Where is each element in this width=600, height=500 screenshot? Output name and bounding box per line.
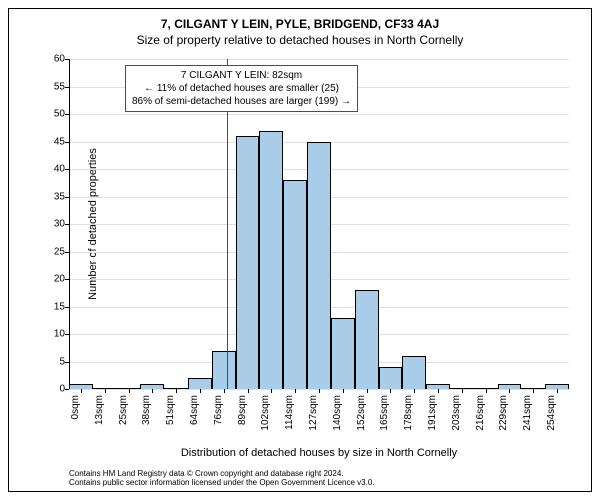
histogram-bar bbox=[402, 356, 426, 389]
xtick-mark bbox=[462, 389, 463, 393]
xtick-label: 13sqm bbox=[94, 395, 105, 425]
xtick-label: 203sqm bbox=[451, 395, 462, 431]
annotation-line: 86% of semi-detached houses are larger (… bbox=[132, 95, 351, 108]
footer-attribution: Contains HM Land Registry data © Crown c… bbox=[69, 469, 571, 487]
xtick-label: 89sqm bbox=[237, 395, 248, 425]
xtick-mark bbox=[224, 389, 225, 393]
xtick-mark bbox=[343, 389, 344, 393]
annotation-line: ← 11% of detached houses are smaller (25… bbox=[132, 82, 351, 95]
footer-line-2: Contains public sector information licen… bbox=[69, 478, 571, 487]
ytick-label: 25 bbox=[54, 246, 65, 257]
xtick-mark bbox=[557, 389, 558, 393]
xtick-label: 38sqm bbox=[141, 395, 152, 425]
ytick-label: 20 bbox=[54, 274, 65, 285]
xtick-label: 102sqm bbox=[260, 395, 271, 431]
xtick-mark bbox=[176, 389, 177, 393]
xtick-mark bbox=[81, 389, 82, 393]
xtick-label: 0sqm bbox=[70, 395, 81, 419]
xtick-mark bbox=[295, 389, 296, 393]
chart-title-address: 7, CILGANT Y LEIN, PYLE, BRIDGEND, CF33 … bbox=[9, 17, 591, 31]
xtick-mark bbox=[271, 389, 272, 393]
ytick-label: 50 bbox=[54, 109, 65, 120]
ytick-label: 35 bbox=[54, 191, 65, 202]
annotation-box: 7 CILGANT Y LEIN: 82sqm← 11% of detached… bbox=[125, 65, 358, 112]
xtick-label: 114sqm bbox=[284, 395, 295, 430]
xtick-label: 127sqm bbox=[308, 395, 319, 431]
xtick-mark bbox=[438, 389, 439, 393]
xtick-label: 25sqm bbox=[118, 395, 129, 425]
ytick-label: 55 bbox=[54, 81, 65, 92]
xtick-label: 229sqm bbox=[498, 395, 509, 431]
xtick-label: 191sqm bbox=[427, 395, 438, 431]
histogram-bar bbox=[379, 367, 403, 389]
gridline bbox=[69, 114, 569, 115]
xtick-label: 241sqm bbox=[522, 395, 533, 431]
histogram-bar bbox=[188, 378, 212, 389]
xtick-mark bbox=[486, 389, 487, 393]
ytick-mark bbox=[65, 389, 69, 390]
ytick-label: 10 bbox=[54, 329, 65, 340]
xtick-label: 64sqm bbox=[189, 395, 200, 425]
xtick-mark bbox=[319, 389, 320, 393]
gridline bbox=[69, 59, 569, 60]
xtick-label: 51sqm bbox=[165, 395, 176, 425]
histogram-bar bbox=[259, 131, 283, 390]
xtick-label: 140sqm bbox=[332, 395, 343, 431]
ytick-label: 30 bbox=[54, 219, 65, 230]
xtick-label: 165sqm bbox=[379, 395, 390, 431]
histogram-bar bbox=[307, 142, 331, 390]
xtick-mark bbox=[367, 389, 368, 393]
xtick-label: 178sqm bbox=[403, 395, 414, 431]
y-axis-line bbox=[69, 59, 70, 389]
xtick-mark bbox=[533, 389, 534, 393]
xtick-label: 216sqm bbox=[475, 395, 486, 431]
histogram-bar bbox=[212, 351, 236, 390]
histogram-bar bbox=[355, 290, 379, 389]
x-axis-label: Distribution of detached houses by size … bbox=[69, 447, 569, 459]
xtick-label: 76sqm bbox=[213, 395, 224, 425]
xtick-mark bbox=[200, 389, 201, 393]
chart-frame: 7, CILGANT Y LEIN, PYLE, BRIDGEND, CF33 … bbox=[8, 8, 592, 492]
xtick-label: 254sqm bbox=[546, 395, 557, 431]
plot-area: 0510152025303540455055600sqm13sqm25sqm38… bbox=[69, 59, 569, 389]
xtick-mark bbox=[509, 389, 510, 393]
xtick-mark bbox=[129, 389, 130, 393]
chart-title-subtitle: Size of property relative to detached ho… bbox=[9, 33, 591, 47]
xtick-mark bbox=[414, 389, 415, 393]
xtick-mark bbox=[152, 389, 153, 393]
ytick-label: 60 bbox=[54, 54, 65, 65]
xtick-label: 152sqm bbox=[356, 395, 367, 431]
annotation-line: 7 CILGANT Y LEIN: 82sqm bbox=[132, 69, 351, 82]
histogram-bar bbox=[283, 180, 307, 389]
histogram-bar bbox=[236, 136, 260, 389]
ytick-label: 45 bbox=[54, 136, 65, 147]
footer-line-1: Contains HM Land Registry data © Crown c… bbox=[69, 469, 571, 478]
xtick-mark bbox=[390, 389, 391, 393]
xtick-mark bbox=[105, 389, 106, 393]
ytick-label: 15 bbox=[54, 301, 65, 312]
histogram-bar bbox=[331, 318, 355, 390]
xtick-mark bbox=[248, 389, 249, 393]
ytick-label: 40 bbox=[54, 164, 65, 175]
